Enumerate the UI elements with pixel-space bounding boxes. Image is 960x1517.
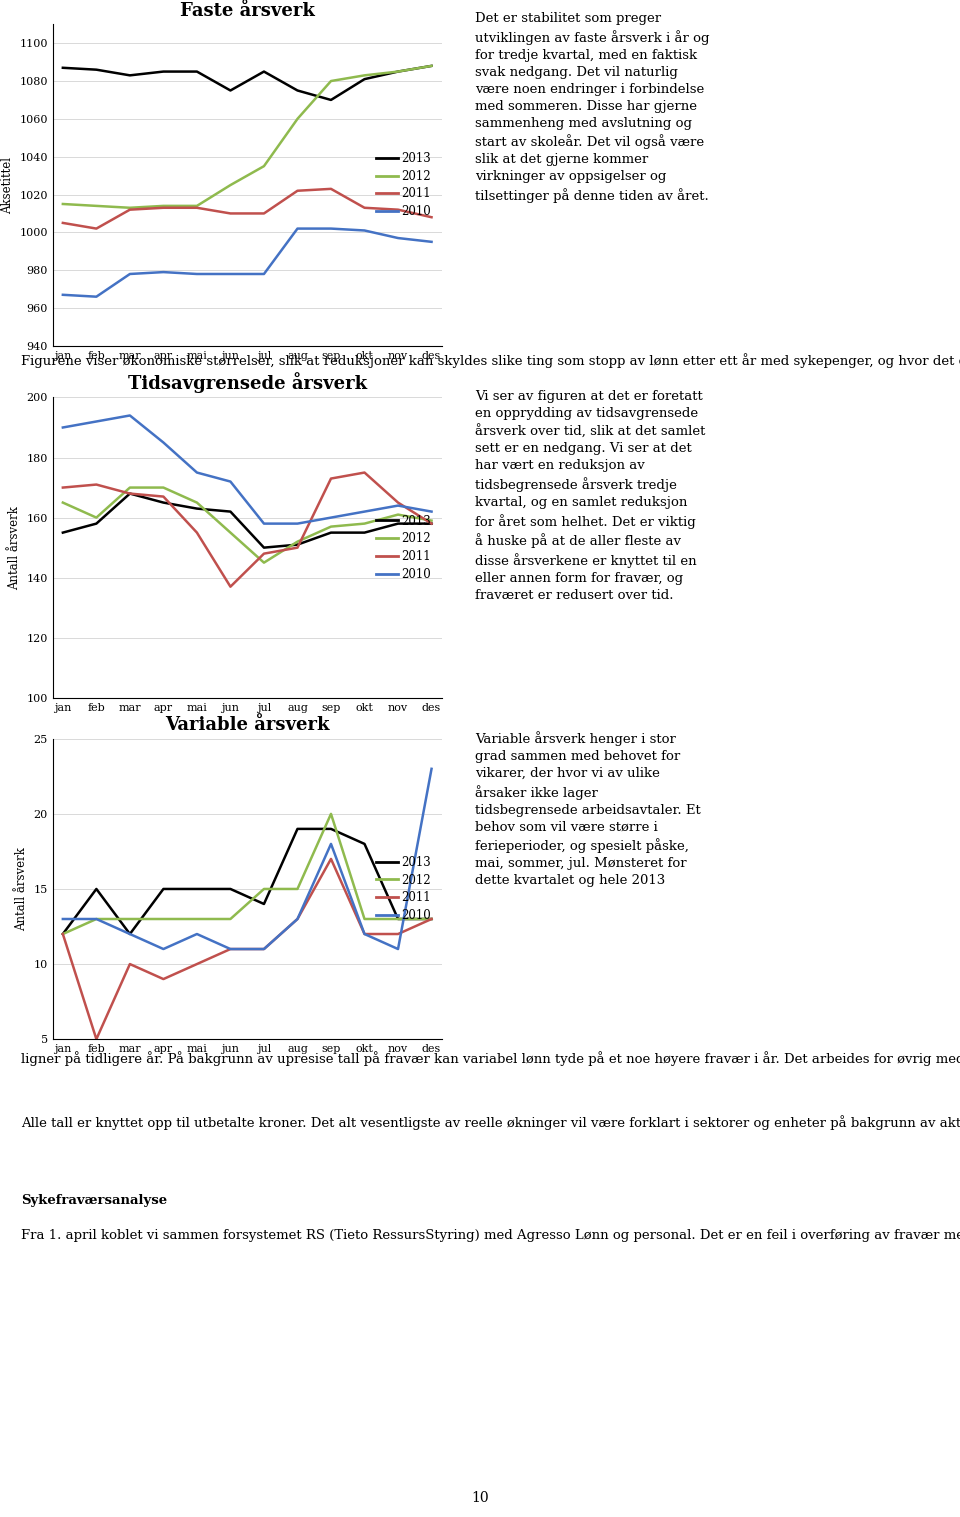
- Text: Det er stabilitet som preger
utviklingen av faste årsverk i år og
for tredje kva: Det er stabilitet som preger utviklingen…: [475, 12, 709, 203]
- Text: Vi ser av figuren at det er foretatt
en opprydding av tidsavgrensede
årsverk ove: Vi ser av figuren at det er foretatt en …: [475, 390, 706, 602]
- Y-axis label: Aksetittel: Aksetittel: [1, 156, 13, 214]
- Text: Sykefraværsanalyse: Sykefraværsanalyse: [21, 1194, 167, 1208]
- Text: Figurene viser økonomiske størrelser, slik at reduksjoner kan skyldes slike ting: Figurene viser økonomiske størrelser, sl…: [21, 353, 960, 369]
- Text: Variable årsverk henger i stor
grad sammen med behovet for
vikarer, der hvor vi : Variable årsverk henger i stor grad samm…: [475, 731, 701, 887]
- Text: ligner på tidligere år. På bakgrunn av upresise tall på fravær kan variabel lønn: ligner på tidligere år. På bakgrunn av u…: [21, 1051, 960, 1066]
- Text: Fra 1. april koblet vi sammen forsystemet RS (Tieto RessursStyring) med Agresso : Fra 1. april koblet vi sammen forsysteme…: [21, 1227, 960, 1242]
- Y-axis label: Antall årsverk: Antall årsverk: [15, 846, 28, 931]
- Title: Variable årsverk: Variable årsverk: [165, 716, 329, 734]
- Title: Faste årsverk: Faste årsverk: [180, 2, 315, 20]
- Legend: 2013, 2012, 2011, 2010: 2013, 2012, 2011, 2010: [372, 510, 436, 586]
- Legend: 2013, 2012, 2011, 2010: 2013, 2012, 2011, 2010: [372, 147, 436, 223]
- Title: Tidsavgrensede årsverk: Tidsavgrensede årsverk: [128, 372, 367, 393]
- Legend: 2013, 2012, 2011, 2010: 2013, 2012, 2011, 2010: [372, 851, 436, 927]
- Text: 10: 10: [471, 1491, 489, 1505]
- Y-axis label: Antall årsverk: Antall årsverk: [8, 505, 21, 590]
- Text: Alle tall er knyttet opp til utbetalte kroner. Det alt vesentligste av reelle øk: Alle tall er knyttet opp til utbetalte k…: [21, 1115, 960, 1130]
